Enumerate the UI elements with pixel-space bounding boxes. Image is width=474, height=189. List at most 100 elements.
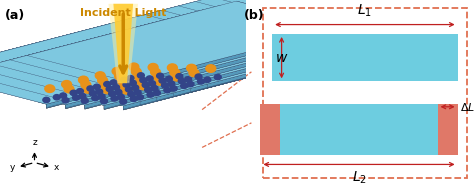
Polygon shape <box>263 16 366 46</box>
Circle shape <box>87 86 94 91</box>
Polygon shape <box>169 19 273 49</box>
Polygon shape <box>173 35 395 97</box>
Polygon shape <box>85 47 307 109</box>
Circle shape <box>134 73 144 80</box>
Polygon shape <box>34 15 347 97</box>
Text: $\Delta L$: $\Delta L$ <box>460 101 474 113</box>
Polygon shape <box>140 47 349 105</box>
Polygon shape <box>231 0 355 34</box>
Polygon shape <box>63 45 273 103</box>
Polygon shape <box>121 43 343 105</box>
Circle shape <box>155 78 165 85</box>
Polygon shape <box>0 19 311 101</box>
Polygon shape <box>0 11 304 100</box>
Polygon shape <box>85 79 186 109</box>
Polygon shape <box>87 7 400 88</box>
Polygon shape <box>0 19 292 100</box>
Circle shape <box>151 85 158 91</box>
Polygon shape <box>169 26 391 87</box>
Polygon shape <box>97 37 306 94</box>
Polygon shape <box>234 2 357 39</box>
Polygon shape <box>0 0 336 87</box>
Polygon shape <box>241 11 345 41</box>
Polygon shape <box>121 47 330 105</box>
Polygon shape <box>313 3 417 33</box>
Polygon shape <box>32 11 345 92</box>
Circle shape <box>195 74 202 79</box>
Polygon shape <box>135 38 345 95</box>
Polygon shape <box>258 6 362 37</box>
Polygon shape <box>101 46 311 104</box>
Polygon shape <box>212 0 336 33</box>
Polygon shape <box>133 29 355 91</box>
Circle shape <box>127 75 134 81</box>
Polygon shape <box>183 15 307 52</box>
Polygon shape <box>198 6 321 43</box>
Polygon shape <box>84 2 398 84</box>
Polygon shape <box>261 11 364 41</box>
Polygon shape <box>85 51 294 108</box>
Polygon shape <box>10 5 323 87</box>
Polygon shape <box>12 10 326 91</box>
Circle shape <box>148 64 158 71</box>
Circle shape <box>119 82 129 89</box>
Polygon shape <box>82 46 292 104</box>
Circle shape <box>187 81 194 87</box>
Polygon shape <box>203 10 306 40</box>
Polygon shape <box>219 5 323 36</box>
Polygon shape <box>171 30 393 92</box>
Circle shape <box>198 79 204 84</box>
Text: x: x <box>54 163 60 172</box>
Polygon shape <box>289 0 412 35</box>
Polygon shape <box>0 14 290 95</box>
Polygon shape <box>27 0 372 83</box>
Polygon shape <box>253 3 376 39</box>
Text: $L_2$: $L_2$ <box>352 170 366 187</box>
Circle shape <box>115 72 124 80</box>
Polygon shape <box>181 11 304 47</box>
Polygon shape <box>0 24 294 105</box>
Polygon shape <box>191 34 400 92</box>
Polygon shape <box>207 26 429 88</box>
Polygon shape <box>7 0 352 82</box>
Circle shape <box>137 73 144 78</box>
Polygon shape <box>137 39 359 101</box>
Polygon shape <box>46 47 268 108</box>
Text: $L_1$: $L_1$ <box>357 2 373 19</box>
Polygon shape <box>137 42 347 100</box>
Polygon shape <box>207 30 417 87</box>
Polygon shape <box>155 38 364 96</box>
Circle shape <box>64 85 74 93</box>
Circle shape <box>128 91 135 97</box>
Polygon shape <box>104 3 417 84</box>
Circle shape <box>70 90 77 95</box>
Polygon shape <box>48 0 393 88</box>
Polygon shape <box>0 16 345 106</box>
Circle shape <box>131 68 141 75</box>
Polygon shape <box>219 12 343 48</box>
Polygon shape <box>80 41 290 99</box>
Polygon shape <box>236 7 359 43</box>
Circle shape <box>89 91 96 96</box>
Polygon shape <box>306 0 429 31</box>
Polygon shape <box>96 77 205 105</box>
Circle shape <box>100 98 108 104</box>
Polygon shape <box>84 0 429 84</box>
Circle shape <box>98 94 105 99</box>
Polygon shape <box>238 12 362 48</box>
Polygon shape <box>0 24 313 105</box>
Circle shape <box>146 76 153 81</box>
Circle shape <box>153 73 163 81</box>
Polygon shape <box>179 6 302 42</box>
Circle shape <box>134 90 141 95</box>
Polygon shape <box>130 28 340 86</box>
Polygon shape <box>14 7 359 97</box>
Polygon shape <box>210 24 313 54</box>
Circle shape <box>151 68 161 76</box>
Polygon shape <box>0 7 340 96</box>
Circle shape <box>159 78 166 83</box>
Circle shape <box>120 99 127 104</box>
Polygon shape <box>255 2 359 32</box>
Polygon shape <box>115 77 224 106</box>
Polygon shape <box>188 19 292 49</box>
